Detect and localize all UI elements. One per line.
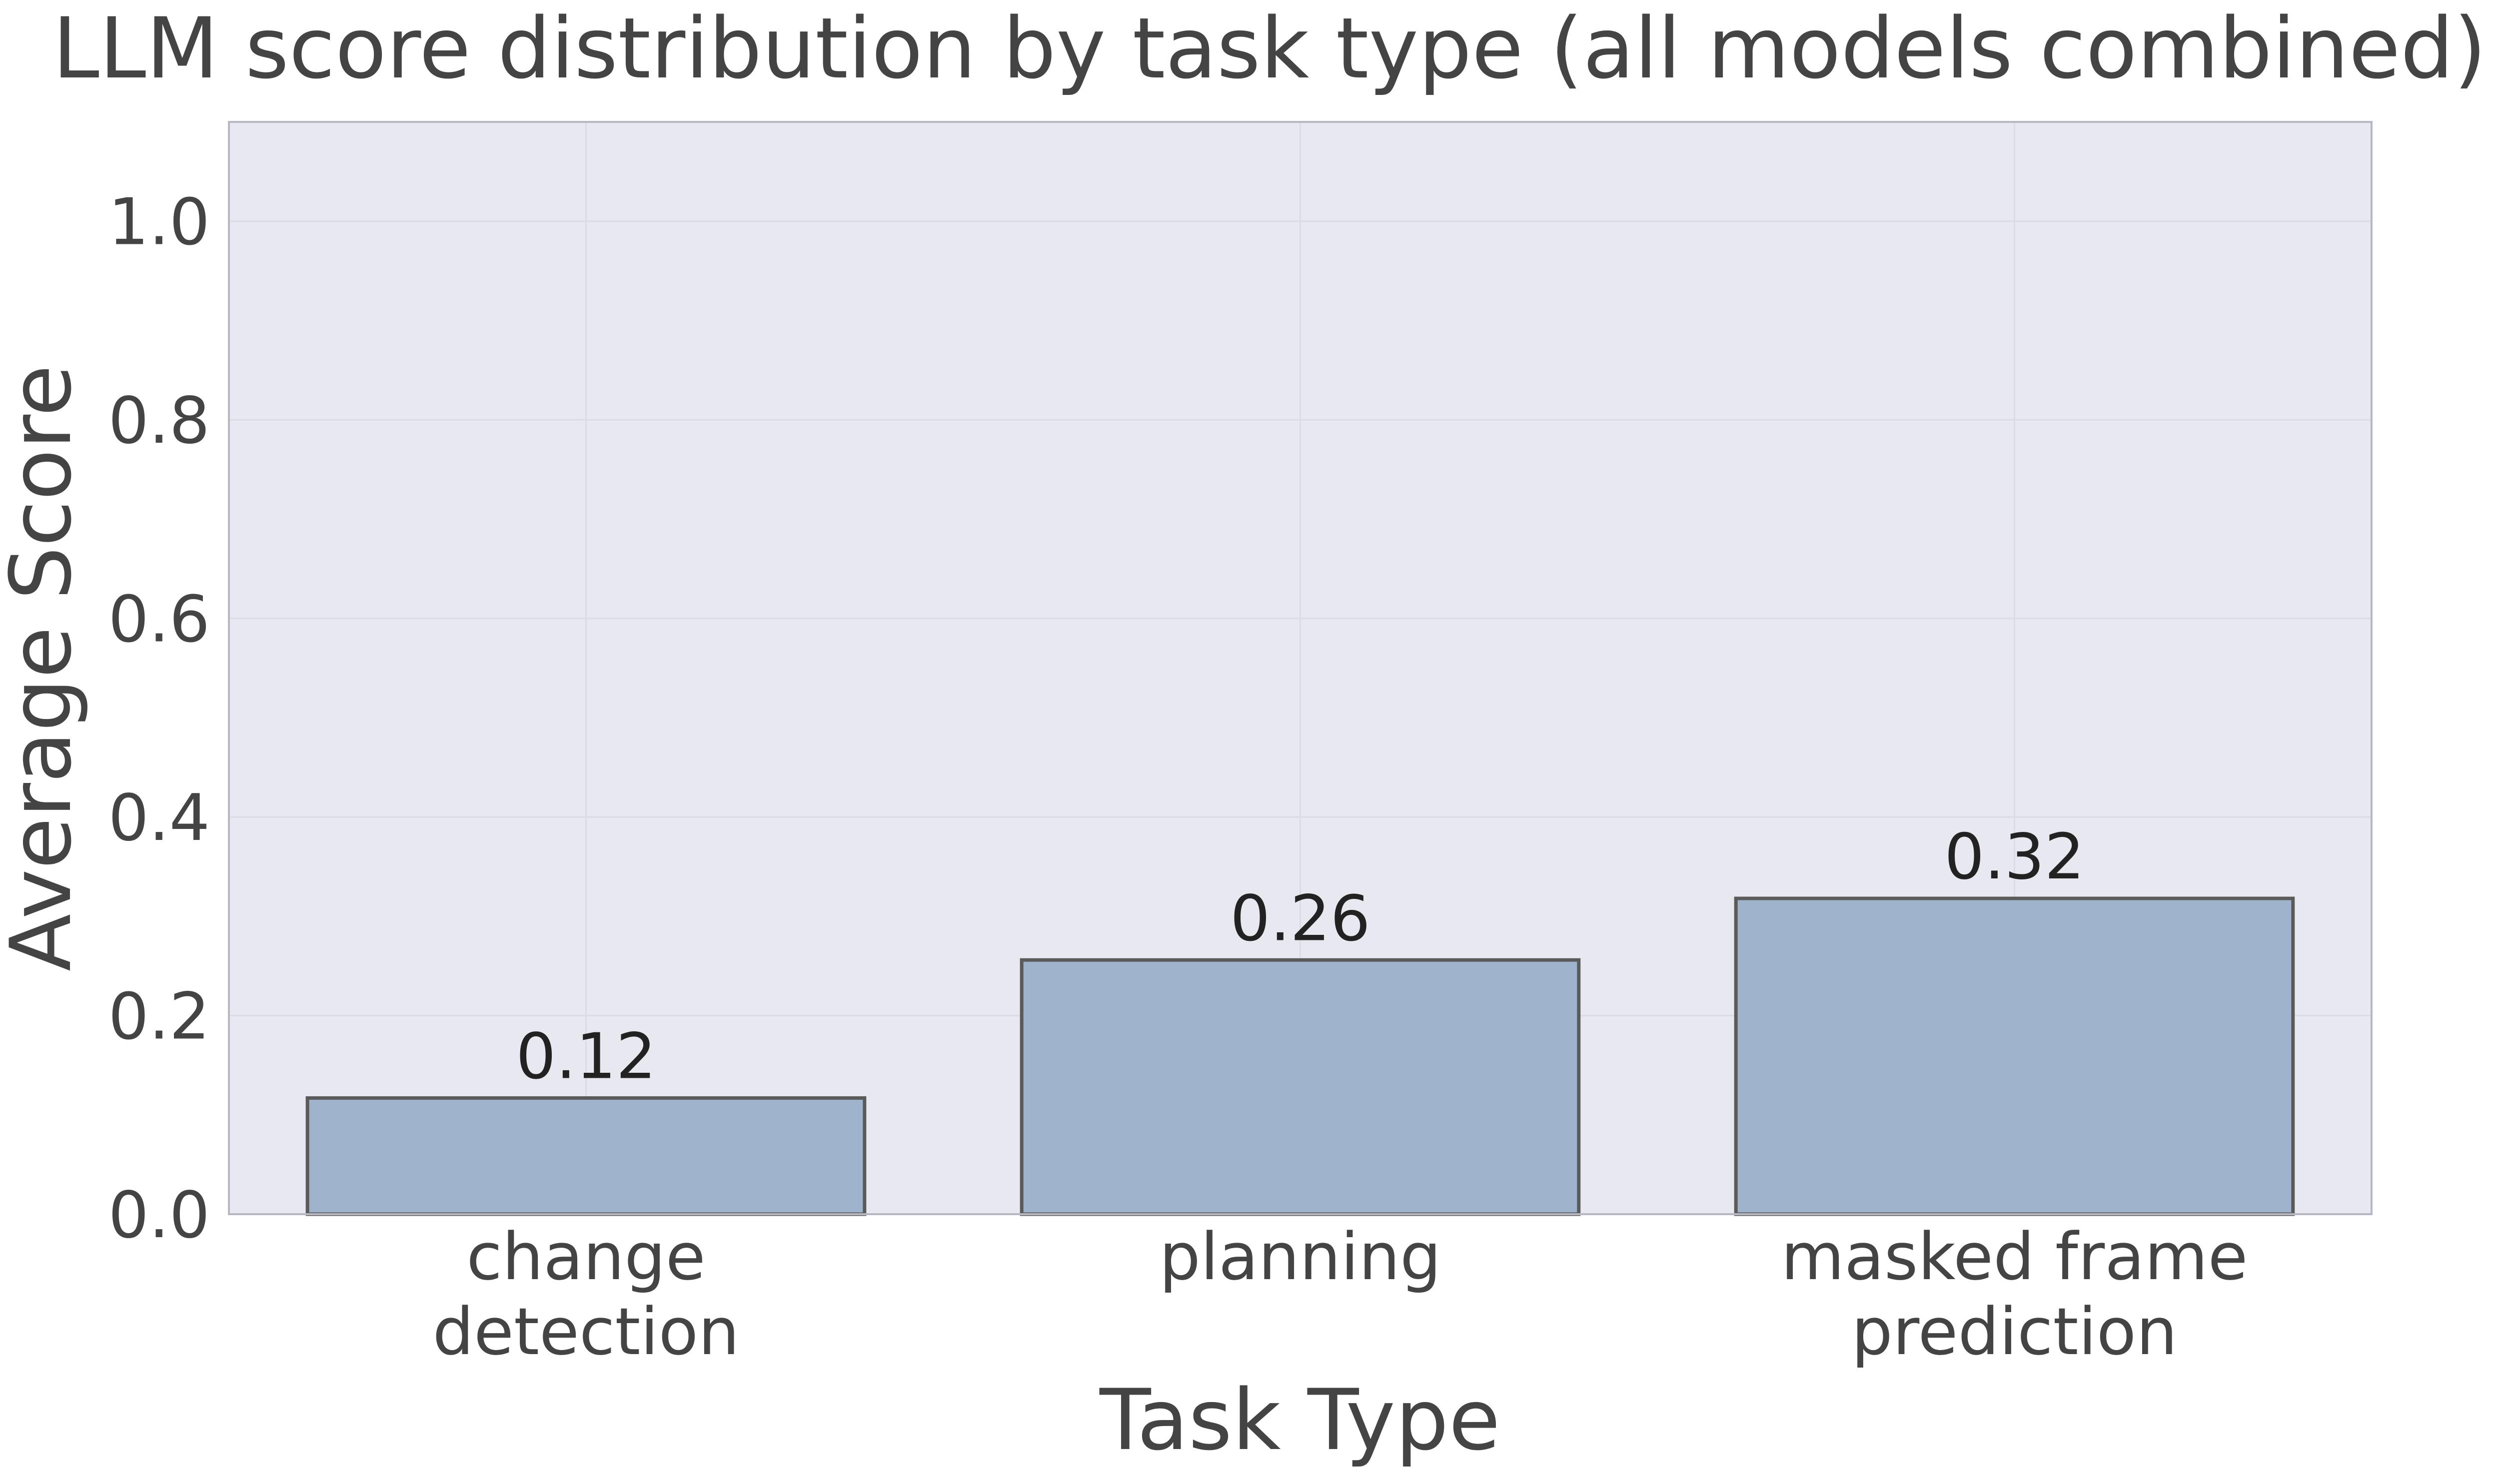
bar (1734, 896, 2295, 1216)
plot-frame (228, 121, 2373, 1215)
x-tick-label: planning (1159, 1219, 1441, 1295)
chart-title: LLM score distribution by task type (all… (52, 0, 2487, 97)
y-tick-label: 1.0 (108, 185, 210, 260)
x-axis-label: Task Type (1099, 1371, 1500, 1469)
bars (305, 896, 2295, 1216)
bar-value-label: 0.12 (516, 1019, 656, 1093)
x-tick-label: detection (433, 1294, 740, 1370)
y-tick-label: 0.8 (108, 384, 210, 458)
y-tick-label: 0.0 (108, 1178, 210, 1253)
y-tick-label: 0.2 (108, 980, 210, 1054)
y-tick-label: 0.4 (108, 781, 210, 855)
y-tick-label: 0.6 (108, 583, 210, 657)
y-axis-ticks: 0.0 0.2 0.4 0.6 0.8 1.0 (108, 185, 210, 1253)
bar-value-label: 0.26 (1230, 881, 1370, 955)
x-tick-label: change (466, 1219, 705, 1295)
bar (305, 1096, 867, 1216)
data-labels: 0.12 0.26 0.32 (516, 820, 2085, 1093)
x-tick-label: prediction (1851, 1294, 2177, 1370)
bar-value-label: 0.32 (1944, 820, 2085, 893)
bar (1020, 958, 1581, 1216)
y-axis-label: Average Score (0, 365, 90, 971)
x-tick-label: masked frame (1781, 1219, 2248, 1295)
